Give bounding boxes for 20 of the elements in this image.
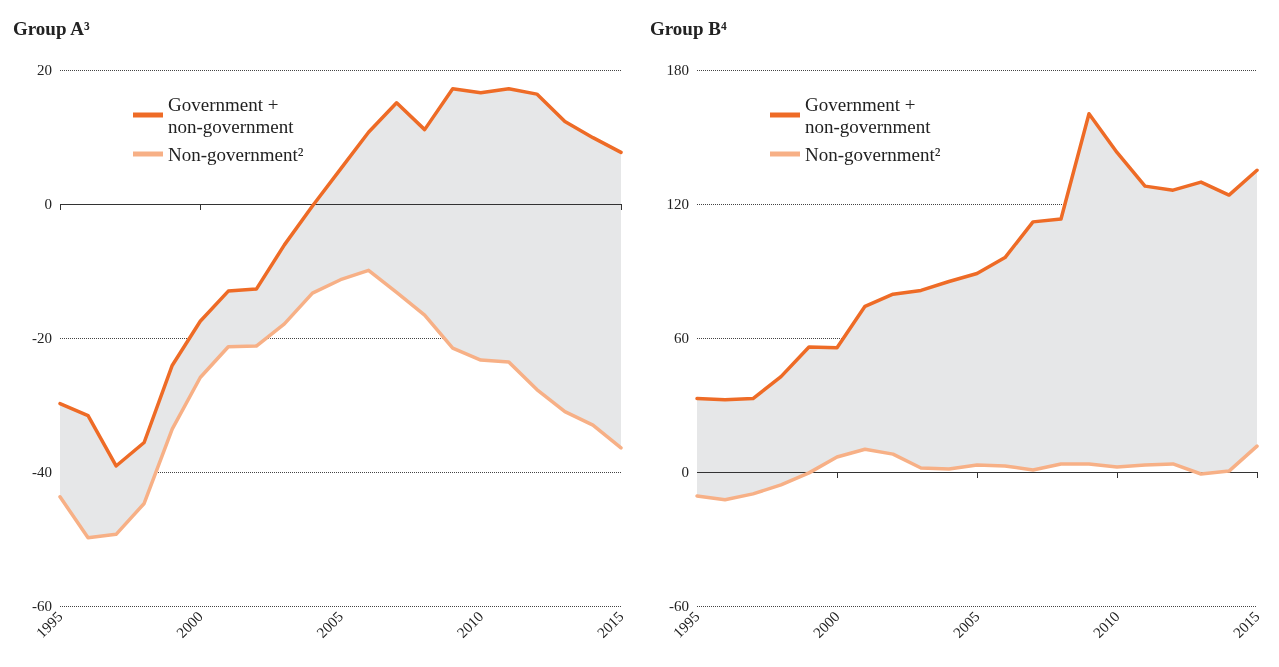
line-series — [58, 87, 623, 468]
line-series — [695, 112, 1259, 402]
legend-label: Non-government² — [168, 143, 304, 165]
line-series — [695, 444, 1259, 502]
y-tick-label: 0 — [681, 464, 689, 480]
chart-title: Group B⁴ — [650, 18, 727, 39]
y-tick-label: -60 — [32, 598, 52, 614]
y-tick-label: -60 — [669, 598, 689, 614]
legend-label: Government + non-government — [168, 93, 295, 137]
y-tick-label: 180 — [666, 62, 689, 78]
y-tick-label: -20 — [32, 330, 52, 346]
legend-label: Government + non-government — [805, 93, 932, 137]
y-tick-label: 0 — [44, 196, 52, 212]
y-tick-label: -40 — [32, 464, 52, 480]
legend-label: Non-government² — [805, 143, 941, 165]
line-series — [58, 268, 623, 540]
y-tick-label: 20 — [37, 62, 52, 78]
y-tick-label: 120 — [666, 196, 689, 212]
y-tick-label: 60 — [674, 330, 689, 346]
chart-title: Group A³ — [13, 18, 90, 39]
